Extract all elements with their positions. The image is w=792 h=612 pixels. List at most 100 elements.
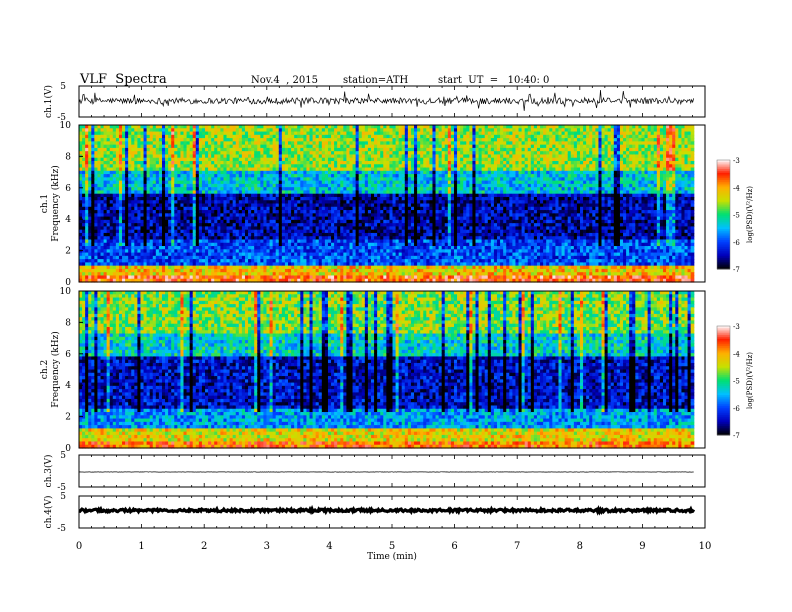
ch1-spectrogram-cell	[91, 268, 95, 273]
ch1-spectrogram-cell	[171, 226, 175, 231]
ch1-spectrogram-cell	[122, 262, 126, 267]
ch1-spectrogram-cell	[91, 190, 95, 195]
ch1-spectrogram-cell	[171, 265, 175, 270]
ch1-spectrogram-cell	[198, 216, 203, 221]
ch1-spectrogram-cell	[97, 183, 102, 188]
ch1-spectrogram-cell	[174, 177, 178, 182]
ch1-spectrogram-cell	[174, 200, 178, 205]
ch1-spectrogram-cell	[79, 259, 83, 263]
ch1-spectrogram-cell	[161, 190, 166, 195]
ch1-spectrogram-cell	[183, 265, 188, 270]
ch1-spectrogram-cell	[168, 187, 172, 192]
ch1-spectrogram-cell	[91, 180, 95, 185]
ch1-spectrogram-cell	[128, 262, 132, 267]
ch1-spectrogram-cell	[140, 183, 145, 188]
ch1-spectrogram-cell	[91, 265, 95, 270]
ch1-spectrogram-cell	[195, 219, 200, 224]
ch1-spectrogram-cell	[85, 210, 89, 214]
ch1-spectrogram-cell	[186, 252, 191, 257]
ch1-spectrogram-cell	[79, 278, 83, 283]
ch1-spectrogram-cell	[192, 252, 197, 257]
ch1-spectrogram-cell	[134, 259, 138, 263]
ch1-spectrogram-cell	[85, 187, 89, 192]
ch1-spectrogram-cell	[158, 272, 163, 277]
ch1-spectrogram-cell	[189, 134, 194, 139]
ch1-spectrogram-cell	[100, 223, 105, 227]
ch1-spectrogram-cell	[155, 259, 160, 263]
ch1-spectrogram-cell	[88, 239, 92, 244]
ch1-spectrogram-cell	[115, 219, 120, 224]
ch1-spectrogram-cell	[192, 164, 197, 169]
ch1-spectrogram-cell	[171, 147, 175, 152]
ch1-spectrogram-cell	[183, 180, 188, 185]
ch1-spectrogram-cell	[122, 210, 126, 214]
ch1-spectrogram-cell	[128, 259, 132, 263]
ch1-spectrogram-cell	[122, 265, 126, 270]
ch1-spectrogram-cell	[82, 236, 86, 241]
ch1-spectrogram-cell	[112, 144, 117, 149]
ch1-spectrogram-cell	[131, 141, 135, 146]
ch1-spectrogram-cell	[97, 272, 102, 277]
ch1-spectrogram-cell	[94, 174, 99, 178]
ch1-spectrogram-cell	[115, 262, 120, 267]
ch1-spectrogram-cell	[109, 229, 114, 234]
ch1-spectrogram-cell	[100, 174, 105, 178]
ch1-spectrogram-cell	[118, 196, 123, 201]
ch1-spectrogram-cell	[118, 226, 123, 231]
ch1-spectrogram-cell	[82, 206, 86, 211]
ch1-spectrogram-cell	[85, 232, 89, 237]
ch1-spectrogram-cell	[183, 223, 188, 227]
ch1-spectrogram-cell	[140, 144, 145, 149]
ch1-spectrogram-cell	[161, 206, 166, 211]
ch1-spectrogram-cell	[118, 147, 123, 152]
ch1-spectrogram-cell	[122, 180, 126, 185]
ch1-spectrogram-cell	[168, 262, 172, 267]
ch1-spectrogram-cell	[180, 170, 185, 175]
ch1-spectrogram-cell	[125, 193, 129, 198]
ch1-spectrogram-cell	[137, 268, 142, 273]
ch1-spectrogram-cell	[161, 134, 166, 139]
ch1-spectrogram-cell	[112, 223, 117, 227]
ch1-spectrogram-cell	[146, 190, 151, 195]
ch1-spectrogram-cell	[128, 187, 132, 192]
ch1-spectrogram-cell	[146, 144, 151, 149]
ch1-spectrogram-cell	[91, 252, 95, 257]
ch1-spectrogram-cell	[103, 174, 108, 178]
ch1-spectrogram-cell	[152, 219, 157, 224]
ch1-spectrogram-cell	[88, 252, 92, 257]
ch1-spectrogram-cell	[88, 180, 92, 185]
ch1-spectrogram-cell	[143, 246, 148, 250]
ch1-spectrogram-cell	[131, 216, 135, 221]
ch1-spectrogram-cell	[161, 125, 166, 129]
ch1-spectrogram-cell	[174, 246, 178, 250]
ch1-spectrogram-cell	[143, 144, 148, 149]
ch1-spectrogram-cell	[118, 272, 123, 277]
ch1-spectrogram-cell	[125, 160, 129, 165]
ch1-spectrogram-cell	[165, 190, 169, 195]
ch1-spectrogram-cell	[152, 131, 157, 136]
ch1-spectrogram-cell	[140, 196, 145, 201]
ch1-spectrogram-cell	[100, 144, 105, 149]
ch1-spectrogram-cell	[186, 223, 191, 227]
ch1-spectrogram-cell	[112, 252, 117, 257]
ch1-spectrogram-cell	[146, 239, 151, 244]
ch1-spectrogram-cell	[115, 174, 120, 178]
ch1-spectrogram-cell	[168, 275, 172, 280]
ch1-spectrogram-cell	[155, 203, 160, 208]
ch1-spectrogram-cell	[192, 196, 197, 201]
ch1-spectrogram-cell	[140, 272, 145, 277]
ch1-spectrogram-cell	[149, 255, 154, 260]
ch1-spectrogram-cell	[183, 219, 188, 224]
ch1-spectrogram-cell	[174, 252, 178, 257]
ch1-spectrogram-cell	[131, 144, 135, 149]
ch1-spectrogram-cell	[149, 193, 154, 198]
ch1-spectrogram-cell	[79, 246, 83, 250]
ch1-spectrogram-cell	[100, 278, 105, 283]
ch1-spectrogram-cell	[131, 223, 135, 227]
ch1-spectrogram-cell	[158, 239, 163, 244]
ch1-spectrogram-cell	[152, 278, 157, 283]
ch1-spectrogram-cell	[192, 154, 197, 159]
ch1-spectrogram-cell	[155, 147, 160, 152]
ch1-spectrogram-cell	[118, 174, 123, 178]
ch1-spectrogram-cell	[186, 213, 191, 218]
